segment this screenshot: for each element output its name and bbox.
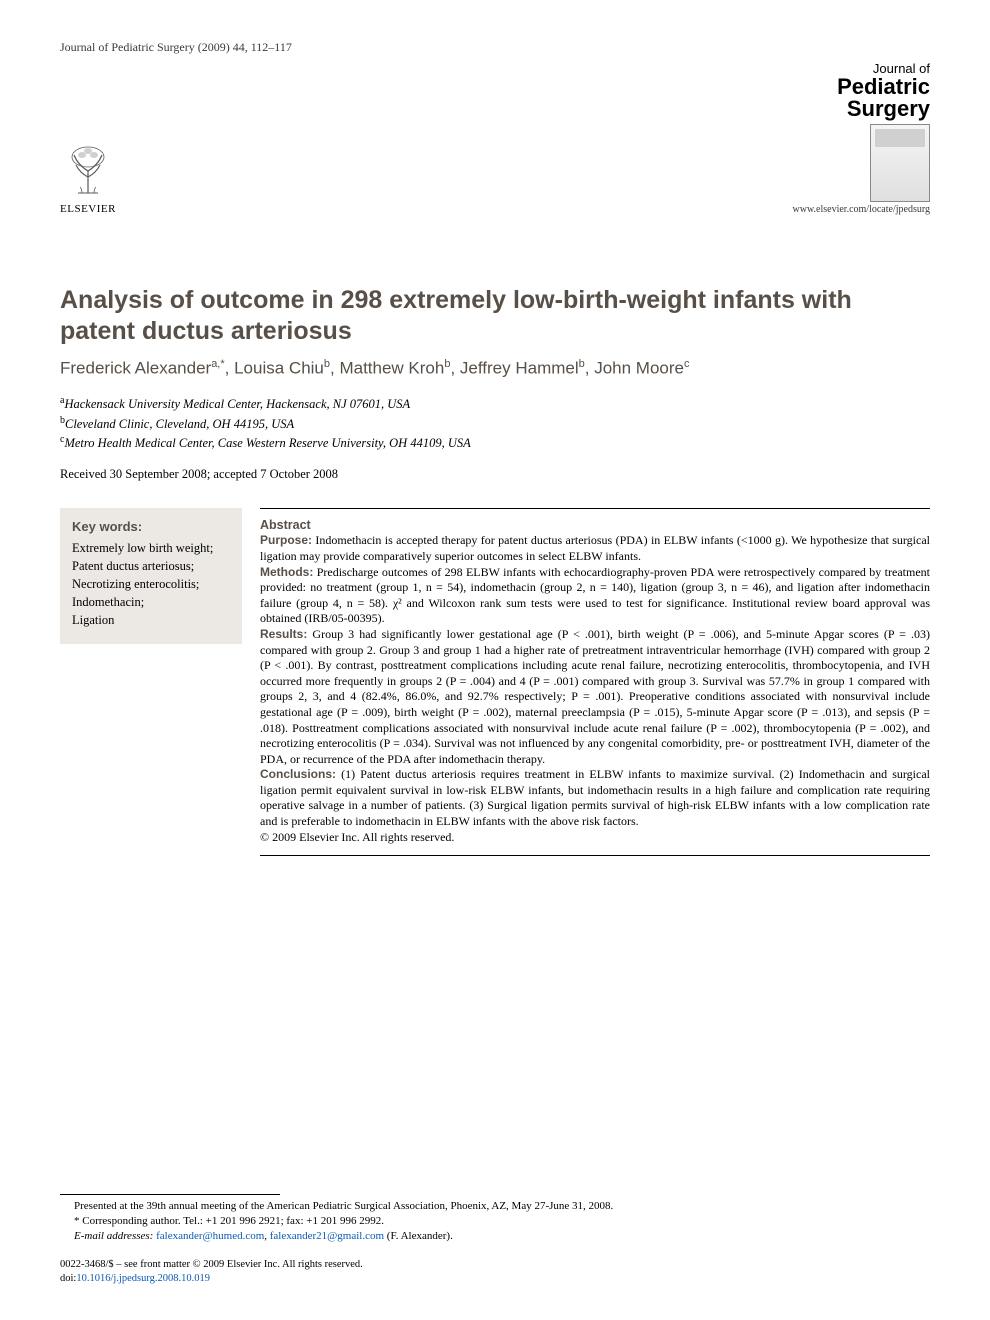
keywords-abstract-row: Key words: Extremely low birth weight; P… xyxy=(60,508,930,856)
keyword-item: Patent ductus arteriosus; xyxy=(72,557,230,575)
article-dates: Received 30 September 2008; accepted 7 O… xyxy=(60,467,930,482)
header-branding: ELSEVIER Journal of Pediatric Surgery ww… xyxy=(60,61,930,215)
doi-line: doi:10.1016/j.jpedsurg.2008.10.019 xyxy=(60,1272,930,1286)
journal-branding: Journal of Pediatric Surgery www.elsevie… xyxy=(793,61,930,215)
conclusions-label: Conclusions: xyxy=(260,767,336,781)
methods-label: Methods: xyxy=(260,565,313,579)
affiliation-c: cMetro Health Medical Center, Case Weste… xyxy=(60,433,930,453)
abstract-bottom-rule xyxy=(260,855,930,856)
affiliations: aHackensack University Medical Center, H… xyxy=(60,394,930,453)
publication-info: 0022-3468/$ – see front matter © 2009 El… xyxy=(60,1258,930,1286)
keyword-item: Extremely low birth weight; xyxy=(72,539,230,557)
abstract-results: Results: Group 3 had significantly lower… xyxy=(260,627,930,767)
footnotes: Presented at the 39th annual meeting of … xyxy=(60,1194,930,1286)
running-head: Journal of Pediatric Surgery (2009) 44, … xyxy=(60,40,292,55)
abstract-methods: Methods: Predischarge outcomes of 298 EL… xyxy=(260,565,930,627)
email-suffix: (F. Alexander). xyxy=(384,1230,453,1242)
email-label: E-mail addresses: xyxy=(74,1230,156,1242)
publisher-label: ELSEVIER xyxy=(60,203,116,215)
conclusions-text: (1) Patent ductus arteriosis requires tr… xyxy=(260,767,930,828)
authors-line: Frederick Alexandera,*, Louisa Chiub, Ma… xyxy=(60,358,930,379)
doi-label: doi: xyxy=(60,1273,76,1284)
abstract-copyright: © 2009 Elsevier Inc. All rights reserved… xyxy=(260,830,930,846)
abstract-conclusions: Conclusions: (1) Patent ductus arteriosi… xyxy=(260,767,930,829)
email-link-2[interactable]: falexander21@gmail.com xyxy=(270,1230,384,1242)
publisher-logo-block: ELSEVIER xyxy=(60,143,116,215)
keywords-heading: Key words: xyxy=(72,518,230,537)
title-block: Analysis of outcome in 298 extremely low… xyxy=(60,285,930,378)
journal-name-line2: Pediatric xyxy=(837,76,930,98)
journal-name-line3: Surgery xyxy=(847,98,930,120)
affil-text: Metro Health Medical Center, Case Wester… xyxy=(64,437,470,451)
abstract-top-rule xyxy=(260,508,930,509)
abstract-heading: Abstract xyxy=(260,517,930,533)
email-link-1[interactable]: falexander@humed.com xyxy=(156,1230,264,1242)
article-title: Analysis of outcome in 298 extremely low… xyxy=(60,285,930,348)
keywords-box: Key words: Extremely low birth weight; P… xyxy=(60,508,242,643)
purpose-label: Purpose: xyxy=(260,533,312,547)
keyword-item: Ligation xyxy=(72,611,230,629)
corresponding-text: Tel.: +1 201 996 2921; fax: +1 201 996 2… xyxy=(183,1215,384,1227)
email-line: E-mail addresses: falexander@humed.com, … xyxy=(60,1229,930,1244)
journal-url: www.elsevier.com/locate/jpedsurg xyxy=(793,204,930,215)
methods-text: Predischarge outcomes of 298 ELBW infant… xyxy=(260,565,930,626)
abstract-purpose: Purpose: Indomethacin is accepted therap… xyxy=(260,533,930,564)
keyword-item: Indomethacin; xyxy=(72,593,230,611)
abstract-column: Abstract Purpose: Indomethacin is accept… xyxy=(260,508,930,856)
doi-link[interactable]: 10.1016/j.jpedsurg.2008.10.019 xyxy=(76,1273,210,1284)
affiliation-b: bCleveland Clinic, Cleveland, OH 44195, … xyxy=(60,414,930,434)
presented-note: Presented at the 39th annual meeting of … xyxy=(60,1199,930,1214)
page-header: Journal of Pediatric Surgery (2009) 44, … xyxy=(60,40,930,55)
corresponding-marker: * Corresponding author. xyxy=(74,1215,183,1227)
purpose-text: Indomethacin is accepted therapy for pat… xyxy=(260,533,930,563)
journal-cover-thumbnail xyxy=(870,124,930,202)
results-label: Results: xyxy=(260,627,307,641)
keyword-item: Necrotizing enterocolitis; xyxy=(72,575,230,593)
affiliation-a: aHackensack University Medical Center, H… xyxy=(60,394,930,414)
corresponding-author: * Corresponding author. Tel.: +1 201 996… xyxy=(60,1214,930,1229)
affil-text: Hackensack University Medical Center, Ha… xyxy=(64,397,410,411)
issn-line: 0022-3468/$ – see front matter © 2009 El… xyxy=(60,1258,930,1272)
affil-text: Cleveland Clinic, Cleveland, OH 44195, U… xyxy=(65,417,294,431)
elsevier-tree-icon xyxy=(60,143,116,199)
footnote-rule xyxy=(60,1194,280,1195)
results-text: Group 3 had significantly lower gestatio… xyxy=(260,627,930,766)
